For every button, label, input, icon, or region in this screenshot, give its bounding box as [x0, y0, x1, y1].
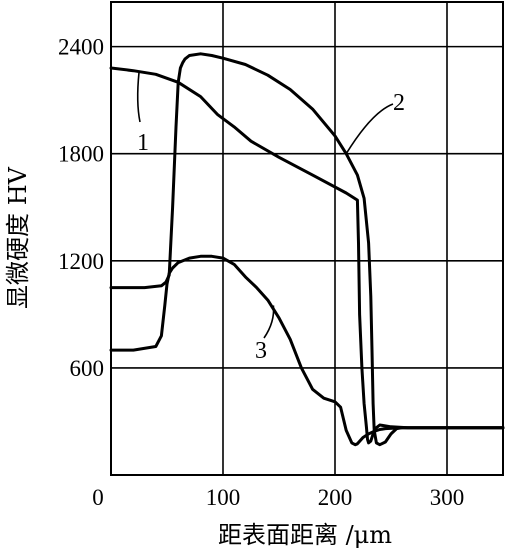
x-axis-label: 距表面距离 /μm: [218, 521, 392, 549]
tick-labels: 0 100 200 300 600 1200 1800 2400: [58, 35, 464, 510]
curves: [109, 52, 505, 447]
curve-3: [109, 254, 505, 447]
x-tick-label: 100: [206, 485, 241, 510]
curve-2: [109, 52, 505, 447]
curve-label-2: 2: [393, 90, 405, 116]
x-tick-label: 200: [318, 485, 353, 510]
y-tick-label: 1200: [58, 249, 104, 274]
curve-label-1: 1: [137, 130, 149, 156]
y-tick-label: 2400: [58, 35, 104, 60]
y-tick-label: 600: [70, 356, 105, 381]
leader-line-1: [136, 72, 141, 123]
y-axis-label: 显微硬度 HV: [4, 166, 32, 309]
x-tick-label: 0: [92, 485, 104, 510]
curve-labels: 1 2 3: [136, 72, 405, 364]
y-tick-label: 1800: [58, 142, 104, 167]
leader-line-3: [263, 305, 275, 339]
x-tick-label: 300: [430, 485, 465, 510]
leader-line-2: [345, 103, 394, 155]
plot-frame: [110, 1, 504, 476]
curve-label-3: 3: [255, 338, 267, 364]
